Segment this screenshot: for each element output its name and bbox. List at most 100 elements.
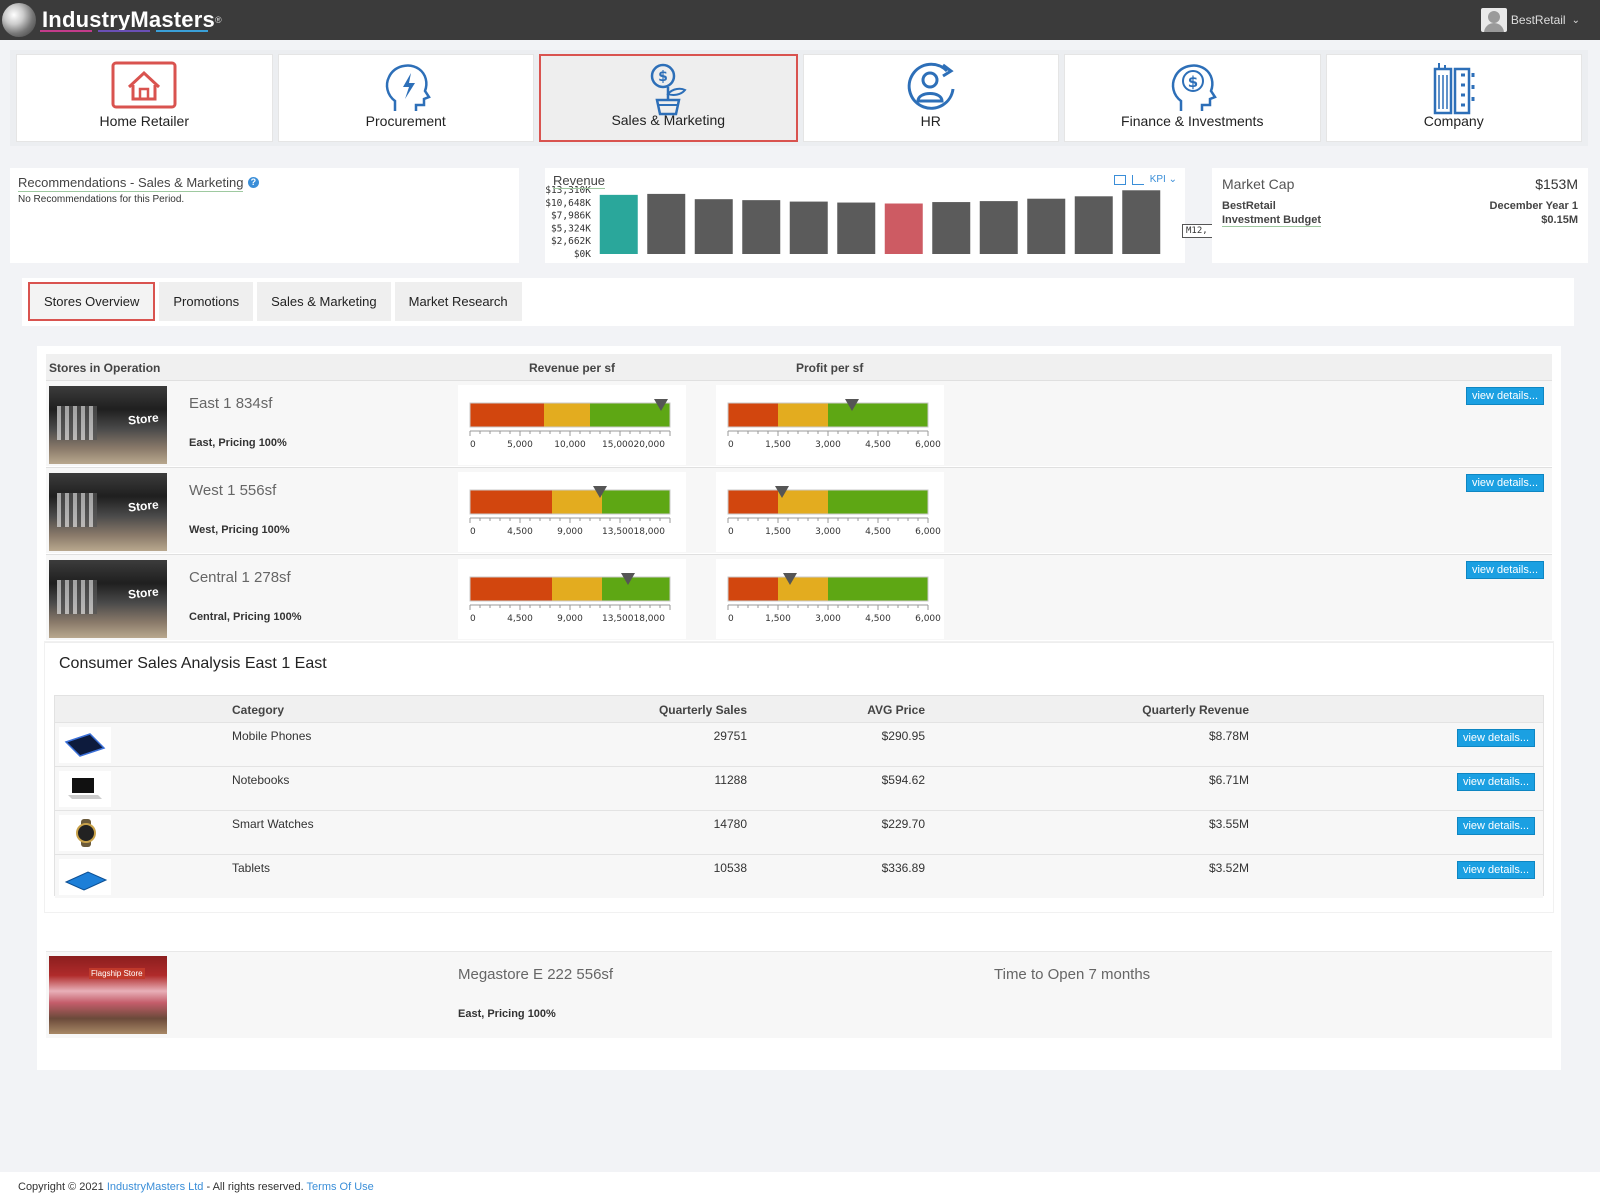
tab-stores-overview[interactable]: Stores Overview <box>28 282 156 321</box>
investment-budget-value: $0.15M <box>1541 214 1578 226</box>
recommendations-title: Recommendations - Sales & Marketing <box>18 175 244 192</box>
view-details-button[interactable]: view details... <box>1465 387 1544 405</box>
help-icon[interactable]: ? <box>247 177 259 189</box>
profit-gauge: 0 1,500 3,000 4,500 6,000 <box>716 385 944 465</box>
gauge-tick-label: 13,50018,000 <box>602 614 665 624</box>
revenue-bar[interactable] <box>837 202 876 254</box>
investment-budget-label: Investment Budget <box>1222 214 1322 227</box>
cell-avg-price: $229.70 <box>881 817 925 831</box>
tile-hr[interactable]: HR <box>802 54 1059 142</box>
gauge-band-red <box>728 577 778 601</box>
tab-promotions[interactable]: Promotions <box>159 282 254 321</box>
gauge-band-yellow <box>778 490 828 514</box>
gauge-tick-label: 4,500 <box>865 527 891 537</box>
store-row: East 1 834sf East, Pricing 100% 0 5,000 10… <box>46 380 1552 466</box>
gauge-frame <box>469 489 671 515</box>
view-details-button[interactable]: view details... <box>1456 729 1535 747</box>
area-chart-icon[interactable] <box>1131 174 1144 185</box>
tile-label: HR <box>920 113 941 129</box>
cell-avg-price: $594.62 <box>881 773 925 787</box>
y-tick-label: $13,310K <box>545 185 591 196</box>
cell-quarterly-sales: 29751 <box>713 729 747 743</box>
revenue-bar[interactable] <box>1027 198 1066 254</box>
watch-icon <box>59 815 111 851</box>
kpi-dropdown[interactable]: KPI ⌄ <box>1149 174 1177 185</box>
gauge-tick-label: 1,500 <box>765 527 791 537</box>
gauge-band-yellow <box>544 403 590 427</box>
monitor-icon[interactable] <box>1113 174 1126 185</box>
gauge-band-green <box>828 403 928 427</box>
revenue-panel: $13,310K $10,648K $7,986K $5,324K $2,662K $0K… <box>545 168 1272 263</box>
revenue-gauge: 0 4,500 9,000 13,50018,000 <box>458 559 686 639</box>
gauge-frame <box>727 402 929 428</box>
gauge-band-red <box>728 490 778 514</box>
tab-market-research[interactable]: Market Research <box>394 282 522 321</box>
money-plant-icon: $ <box>651 63 687 116</box>
gauge-tick-label: 6,000 <box>915 614 941 624</box>
tile-label: Finance & Investments <box>1121 113 1264 129</box>
cell-category: Tablets <box>232 861 271 875</box>
gauge-band-green <box>590 403 670 427</box>
tile-company[interactable]: Company <box>1325 54 1582 142</box>
svg-text:$: $ <box>1188 73 1198 91</box>
col-avg-price: AVG Price <box>867 703 925 717</box>
col-quarterly-sales: Quarterly Sales <box>658 703 747 717</box>
table-row: Smart Watches 14780 $229.70 $3.55M view … <box>55 810 1543 854</box>
megastore-image <box>49 956 167 1034</box>
gauge-frame <box>469 402 671 428</box>
company-link[interactable]: IndustryMasters Ltd <box>106 1181 204 1193</box>
gauge-tick-label: 0 <box>470 527 476 537</box>
view-details-button[interactable]: view details... <box>1456 817 1535 835</box>
view-details-button[interactable]: view details... <box>1465 561 1544 579</box>
gauge-band-yellow <box>552 577 602 601</box>
revenue-bar[interactable] <box>694 199 733 254</box>
y-tick-label: $2,662K <box>551 236 591 247</box>
gauge-tick-label: 0 <box>728 440 734 450</box>
revenue-gauge: 0 4,500 9,000 13,50018,000 <box>458 472 686 552</box>
view-details-button[interactable]: view details... <box>1465 474 1544 492</box>
module-nav: Home Retailer Procurement $ Sales & Mark… <box>10 50 1588 146</box>
col-category: Category <box>232 703 285 717</box>
terms-link[interactable]: Terms Of Use <box>306 1181 374 1193</box>
logo[interactable]: IndustryMasters ® <box>2 2 222 38</box>
col-profit: Profit per sf <box>796 361 864 375</box>
gauge-band-red <box>470 577 552 601</box>
table-row: Tablets 10538 $336.89 $3.52M view detail… <box>55 854 1543 898</box>
revenue-bar[interactable] <box>789 201 828 254</box>
tab-sales-marketing[interactable]: Sales & Marketing <box>257 282 391 321</box>
revenue-chart: $13,310K $10,648K $7,986K$5,324K $2,662K $0K <box>545 185 1161 260</box>
megastore-time-to-open: Time to Open 7 months <box>994 966 1151 983</box>
revenue-bar[interactable] <box>1122 190 1161 254</box>
revenue-bar[interactable] <box>1074 196 1113 254</box>
table-row: Mobile Phones 29751 $290.95 $8.78M view … <box>55 722 1543 766</box>
revenue-bar[interactable] <box>884 203 923 254</box>
tile-sales-marketing[interactable]: $ Sales & Marketing <box>539 54 798 142</box>
view-details-button[interactable]: view details... <box>1456 773 1535 791</box>
gauge-tick-label: 6,000 <box>915 527 941 537</box>
view-details-button[interactable]: view details... <box>1456 861 1535 879</box>
revenue-bar[interactable] <box>599 194 638 254</box>
gauge-marker <box>783 573 797 585</box>
chart-tools: KPI ⌄ <box>1113 174 1177 185</box>
tile-procurement[interactable]: Procurement <box>277 54 534 142</box>
revenue-bar[interactable] <box>932 202 971 254</box>
gauge-tick-label: 15,00020,000 <box>602 440 665 450</box>
gauge-frame <box>727 489 929 515</box>
gauge-tick-label: 5,000 <box>507 440 533 450</box>
table-row: Notebooks 11288 $594.62 $6.71M view deta… <box>55 766 1543 810</box>
gauge-tick-label: 4,500 <box>865 614 891 624</box>
revenue-bar[interactable] <box>647 193 686 254</box>
recommendations-text: No Recommendations for this Period. <box>18 194 185 205</box>
user-menu[interactable]: BestRetail ⌄ <box>1480 8 1580 32</box>
tile-home-retailer[interactable]: Home Retailer <box>16 54 273 142</box>
revenue-bar[interactable] <box>979 201 1018 254</box>
tile-finance-investments[interactable]: $ Finance & Investments <box>1064 54 1321 142</box>
cell-quarterly-revenue: $3.55M <box>1208 817 1249 831</box>
revenue-bar[interactable] <box>742 200 781 254</box>
gauge-tick-label: 3,000 <box>815 614 841 624</box>
store-row: Central 1 278sf Central, Pricing 100% 0 4… <box>46 554 1552 640</box>
tablet-icon <box>59 859 111 895</box>
store-name: West 1 556sf <box>189 482 277 499</box>
y-tick-label: $10,648K <box>545 198 591 209</box>
rights-text: - All rights reserved. <box>206 1181 304 1193</box>
